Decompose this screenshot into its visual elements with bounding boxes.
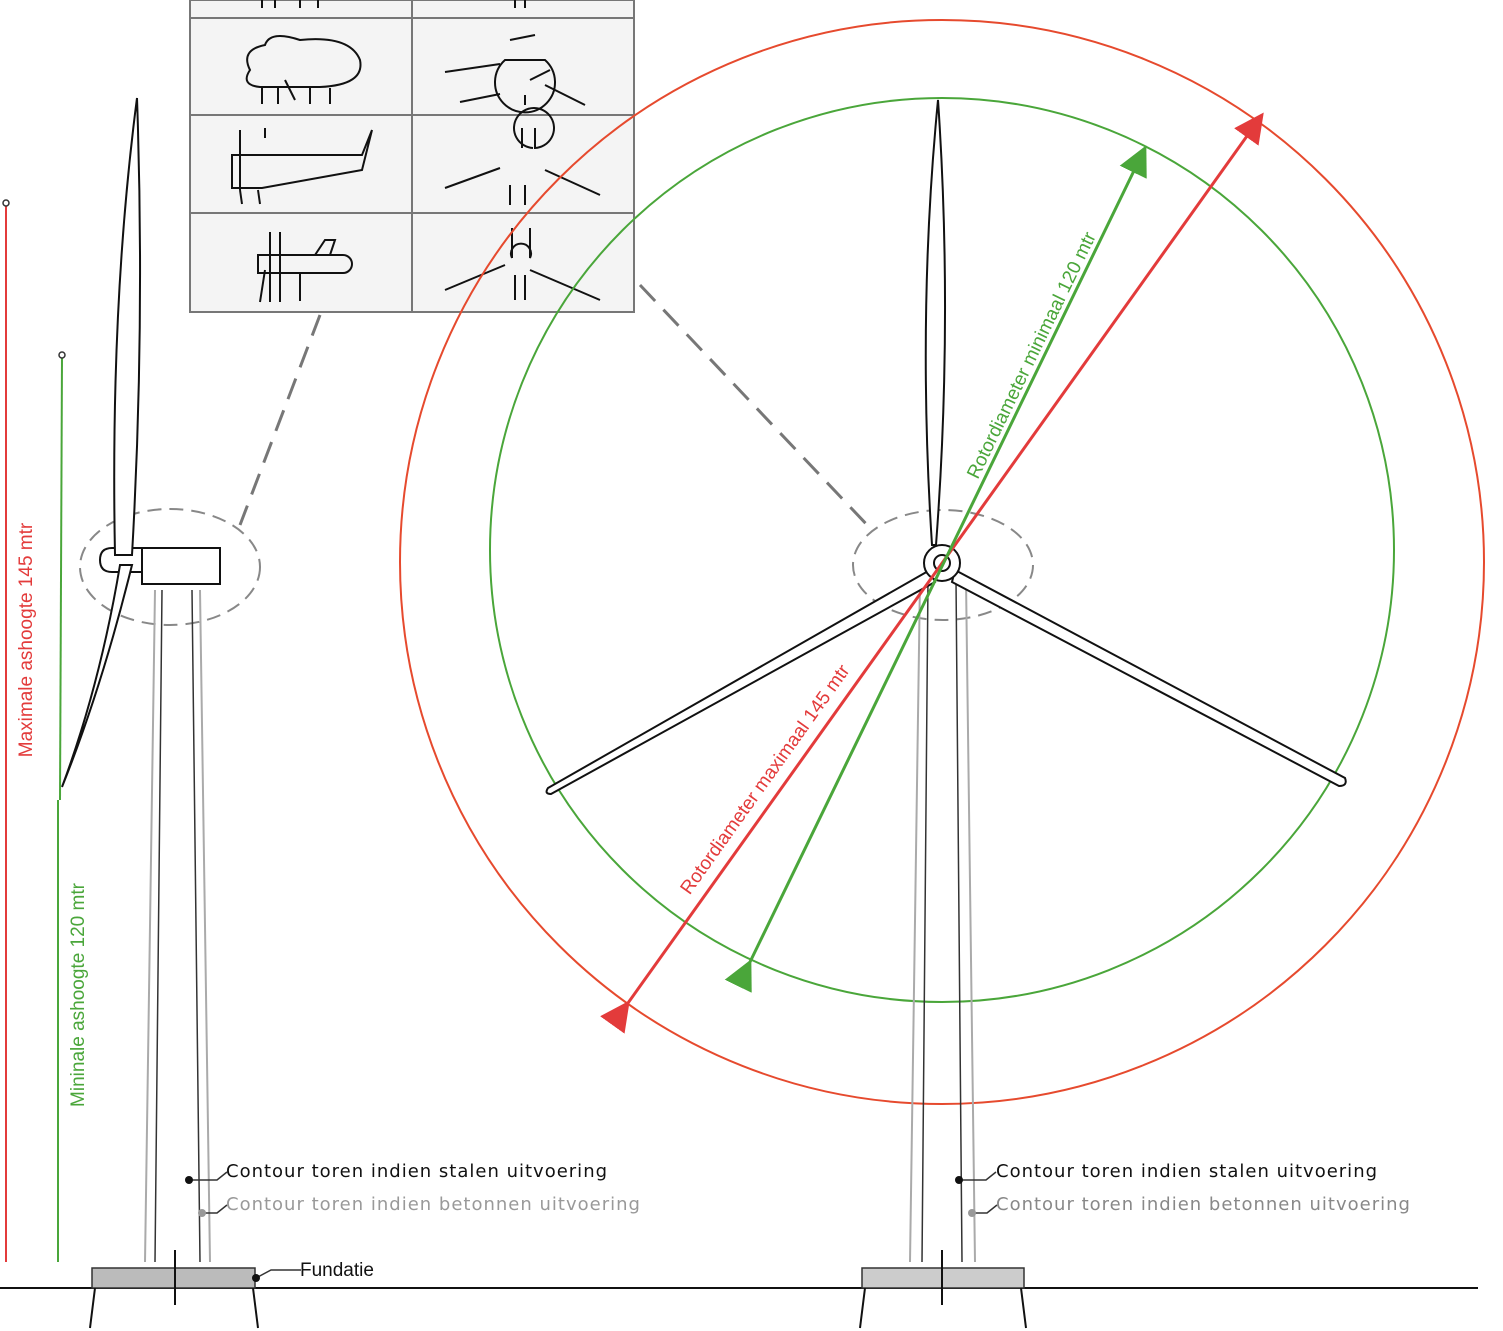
foundation-label: Fundatie	[300, 1260, 374, 1281]
drawing	[0, 0, 1484, 1328]
min-hub-height: Mininale ashoogte 120 mtr	[68, 882, 89, 1107]
concrete-label: Contour toren indien betonnen uitvoering	[996, 1194, 1411, 1215]
rotor-max: Rotordiameter maximaal 145 mtr	[677, 661, 855, 899]
max-hub-height: Maximale ashoogte 145 mtr	[16, 522, 37, 757]
rotor-min: Rotordiameter minimaal 120 mtr	[963, 228, 1101, 482]
diagram: Maximale ashoogte 145 mtr Mininale ashoo…	[0, 0, 1503, 1331]
steel-label: Contour toren indien stalen uitvoering	[996, 1161, 1378, 1182]
steel-label: Contour toren indien stalen uitvoering	[226, 1161, 608, 1182]
concrete-label: Contour toren indien betonnen uitvoering	[226, 1194, 641, 1215]
